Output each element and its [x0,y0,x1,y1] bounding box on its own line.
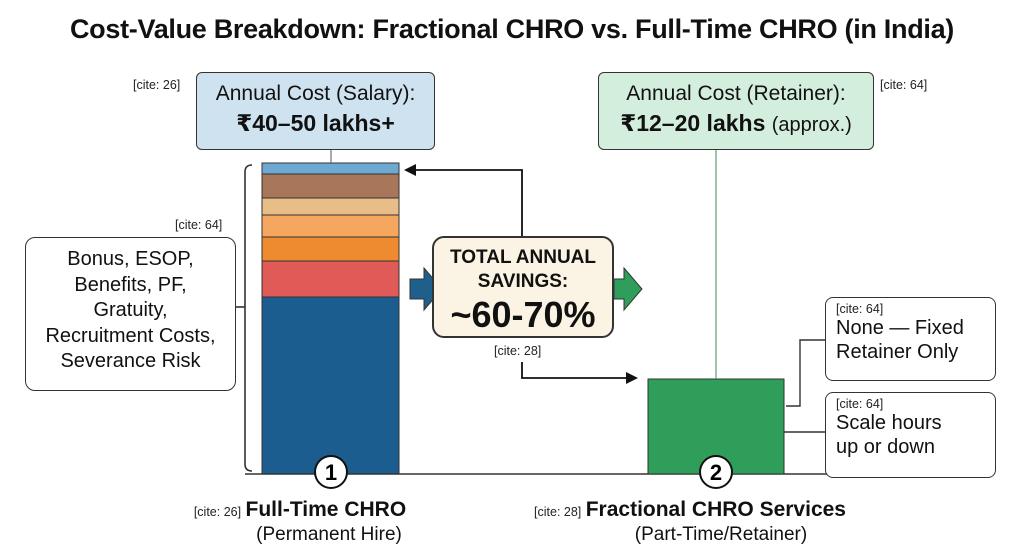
full-time-name: Full-Time CHRO [245,498,407,521]
bar-segment-orange [261,236,400,262]
bottom-arrow-head [626,372,638,384]
full-time-cost-bar [261,162,400,475]
savings-line2: SAVINGS: [477,271,569,292]
left-cost-cite: [cite: 26] [133,78,181,92]
bar-segment-red [261,260,400,298]
no-extras-cite: [cite: 64] [836,302,884,316]
component-line: Gratuity, [93,299,168,321]
number-2: 2 [710,460,722,485]
right-box1-connector [786,339,825,407]
fractional-cost-value: ₹12–20 lakhs [620,110,766,136]
bar-segment-light-orange [261,214,400,238]
page-title: Cost-Value Breakdown: Fractional CHRO vs… [69,14,955,44]
full-time-sub: (Permanent Hire) [256,524,402,545]
full-time-label-group: [cite: 26] Full-Time CHRO [175,498,425,522]
top-arrow-head [404,164,416,176]
savings-value: ~60-70% [450,294,596,335]
bottom-arrow-line [521,362,626,379]
full-time-cost-label: Annual Cost (Salary): [215,82,416,105]
scale-hours-text1: Scale hours [836,412,942,434]
full-time-cost-value: ₹40–50 lakhs+ [236,110,395,136]
component-line: Bonus, ESOP, [67,248,194,270]
fractional-cost-suffix: (approx.) [771,114,852,136]
scale-hours-cite: [cite: 64] [836,397,884,411]
number-1: 1 [325,460,337,485]
components-cite: [cite: 64] [175,218,223,232]
fractional-cost-label: Annual Cost (Retainer): [626,82,846,105]
no-extras-text2: Retainer Only [836,341,959,363]
savings-line1: TOTAL ANNUAL [449,247,596,268]
fractional-cost-box: Annual Cost (Retainer): ₹12–20 lakhs (ap… [598,72,874,150]
component-line: Benefits, PF, [74,273,187,296]
fractional-label-group: [cite: 28] Fractional CHRO Services [500,498,880,522]
cost-components-box: Bonus, ESOP, Benefits, PF, Gratuity, Rec… [25,237,236,391]
fractional-cite: [cite: 28] [534,505,582,519]
savings-box: TOTAL ANNUAL SAVINGS: ~60-70% [432,236,614,338]
bar-segment-tan [261,197,400,216]
green-block-arrow [613,266,643,312]
number-circle-1 [314,455,348,489]
no-extras-text1: None — Fixed [836,317,964,339]
top-arrow-line [414,169,523,236]
savings-cite: [cite: 28] [494,344,542,358]
bar-segment-brown [261,173,400,199]
no-extras-box: [cite: 64] None — Fixed Retainer Only [825,297,996,381]
full-time-cite: [cite: 26] [193,505,242,519]
fractional-sub: (Part-Time/Retainer) [634,524,808,545]
bar-segment-base-salary [261,296,400,475]
scale-hours-box: [cite: 64] Scale hours up or down [825,392,996,478]
component-line: Recruitment Costs, [45,324,216,347]
scale-hours-text2: up or down [836,436,935,458]
fractional-name: Fractional CHRO Services [585,498,846,521]
number-circle-2 [699,455,733,489]
left-bracket [244,164,253,472]
right-cost-cite: [cite: 64] [880,78,928,92]
bar-segment-top [261,162,400,175]
full-time-cost-box: Annual Cost (Salary): ₹40–50 lakhs+ [196,72,435,150]
component-line: Severance Risk [60,350,201,372]
